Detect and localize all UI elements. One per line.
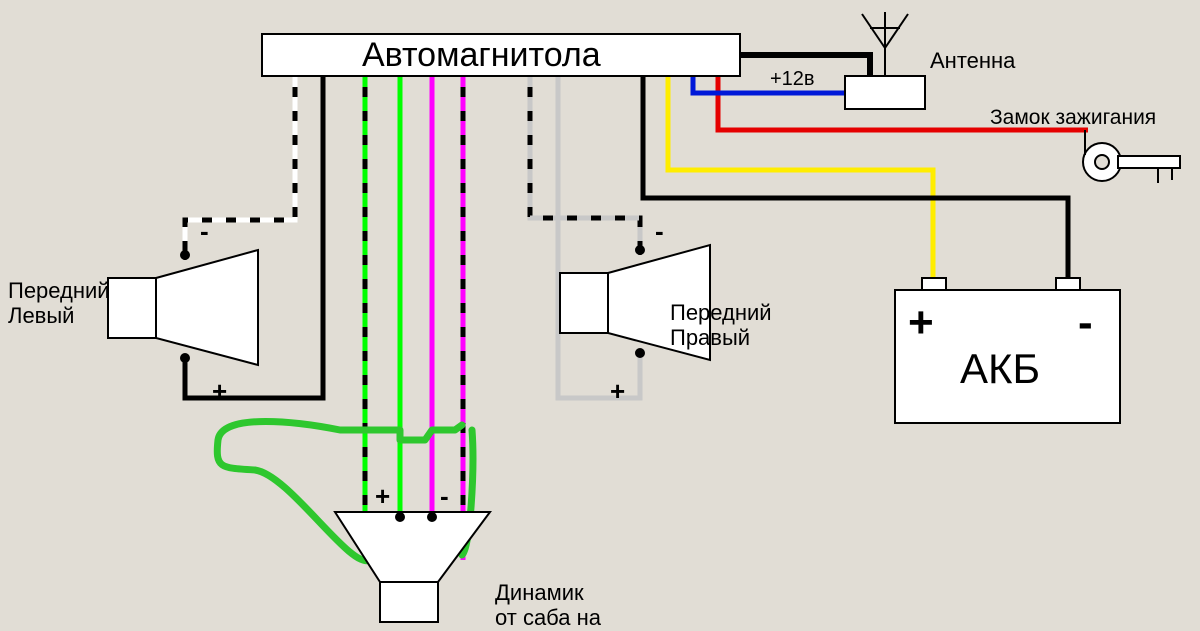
ignition-key-icon <box>1083 143 1180 183</box>
radio-label: Автомагнитола <box>362 36 601 75</box>
speaker-front-left <box>108 250 258 365</box>
antenna-amp-box <box>845 76 925 109</box>
sign-fr-plus: + <box>610 376 625 406</box>
label-antenna: Антенна <box>930 48 1015 73</box>
wire-front-right-neg <box>530 73 640 250</box>
wiring-diagram: - + - + + - <box>0 0 1200 628</box>
sign-rear-minus: - <box>440 481 449 511</box>
label-front-right: Передний Правый <box>670 300 772 351</box>
label-ignition: Замок зажигания <box>990 106 1156 130</box>
sign-fl-plus: + <box>212 376 227 406</box>
battery-plus: + <box>908 298 934 348</box>
battery-minus: - <box>1078 298 1093 348</box>
label-12v: +12в <box>770 68 815 91</box>
sign-rear-plus: + <box>375 481 390 511</box>
sign-fr-minus: - <box>655 216 664 246</box>
wire-front-right-pos <box>558 73 640 398</box>
speaker-rear-sub <box>335 512 490 622</box>
sign-fl-minus: - <box>200 216 209 246</box>
battery-label: АКБ <box>960 345 1040 393</box>
label-rear-speaker: Динамик от саба на <box>495 580 601 631</box>
label-front-left: Передний Левый <box>8 278 110 329</box>
wire-front-right-neg-dash <box>530 73 640 250</box>
